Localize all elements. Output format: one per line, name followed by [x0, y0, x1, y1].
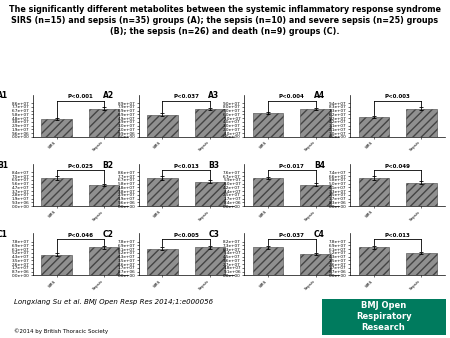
- Bar: [300, 254, 331, 275]
- Bar: [359, 247, 389, 275]
- Bar: [147, 178, 178, 206]
- Text: P<0.004: P<0.004: [279, 94, 305, 99]
- Text: C4: C4: [314, 230, 325, 239]
- Bar: [194, 109, 225, 137]
- Bar: [41, 255, 72, 275]
- Text: B4: B4: [314, 161, 325, 170]
- Bar: [359, 117, 389, 137]
- Text: A1: A1: [0, 91, 8, 100]
- Bar: [253, 178, 284, 206]
- Bar: [194, 182, 225, 206]
- Text: P<0.003: P<0.003: [385, 94, 410, 99]
- Text: P<0.001: P<0.001: [68, 94, 93, 99]
- Bar: [147, 249, 178, 275]
- Text: P<0.013: P<0.013: [173, 164, 199, 169]
- Bar: [406, 183, 436, 206]
- Bar: [147, 115, 178, 137]
- Text: A3: A3: [208, 91, 220, 100]
- Text: BMJ Open
Respiratory
Research: BMJ Open Respiratory Research: [356, 301, 411, 333]
- Text: P<0.013: P<0.013: [385, 233, 410, 238]
- Text: B2: B2: [103, 161, 113, 170]
- Text: P<0.025: P<0.025: [68, 164, 93, 169]
- Bar: [89, 247, 119, 275]
- Bar: [89, 109, 119, 137]
- Bar: [253, 113, 284, 137]
- Text: C3: C3: [208, 230, 219, 239]
- Bar: [41, 178, 72, 206]
- Text: P<0.049: P<0.049: [385, 164, 410, 169]
- Text: C2: C2: [103, 230, 113, 239]
- Text: P<0.046: P<0.046: [68, 233, 93, 238]
- Bar: [253, 247, 284, 275]
- Bar: [406, 253, 436, 275]
- Bar: [406, 109, 436, 137]
- Text: B1: B1: [0, 161, 8, 170]
- Text: P<0.037: P<0.037: [279, 233, 305, 238]
- Bar: [41, 119, 72, 137]
- Text: P<0.017: P<0.017: [279, 164, 305, 169]
- Bar: [359, 178, 389, 206]
- Bar: [300, 185, 331, 206]
- Text: A4: A4: [314, 91, 325, 100]
- Bar: [194, 247, 225, 275]
- Bar: [300, 109, 331, 137]
- Text: A2: A2: [103, 91, 114, 100]
- Text: ©2014 by British Thoracic Society: ©2014 by British Thoracic Society: [14, 328, 108, 334]
- Text: Longxiang Su et al. BMJ Open Resp Res 2014;1:e000056: Longxiang Su et al. BMJ Open Resp Res 20…: [14, 299, 212, 305]
- Text: B3: B3: [208, 161, 219, 170]
- Text: The significantly different metabolites between the systemic inflammatory respon: The significantly different metabolites …: [9, 5, 441, 36]
- Bar: [89, 185, 119, 206]
- Text: P<0.005: P<0.005: [173, 233, 199, 238]
- Text: P<0.037: P<0.037: [173, 94, 199, 99]
- Text: C1: C1: [0, 230, 8, 239]
